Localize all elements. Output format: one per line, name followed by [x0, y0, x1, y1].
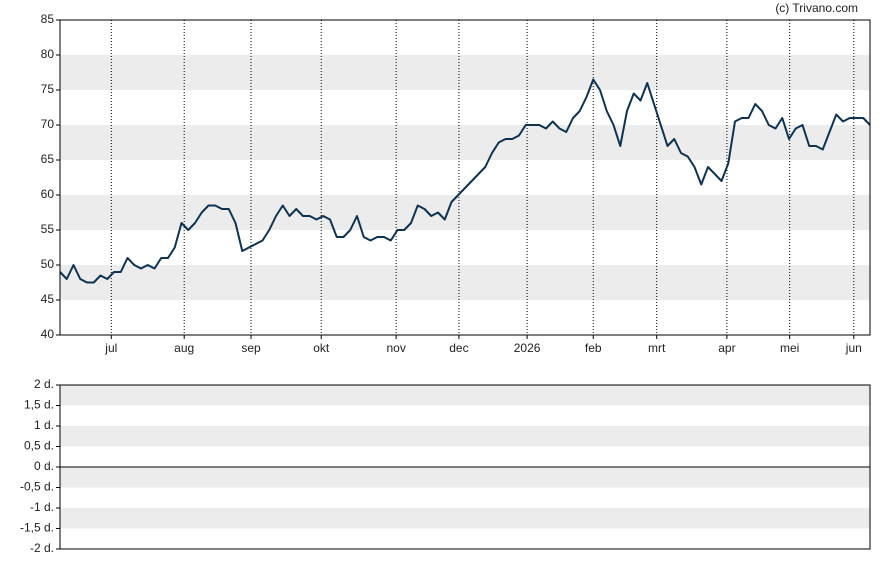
y-tick-label: -2 d. [30, 541, 54, 555]
y-tick-label: 75 [41, 82, 55, 96]
plot-frame [59, 384, 871, 550]
y-tick-label: 45 [41, 292, 55, 306]
plot-frame [59, 19, 871, 336]
y-tick-label: 1,5 d. [24, 398, 54, 412]
y-tick-label: 2 d. [34, 377, 54, 391]
y-tick-label: 60 [41, 187, 55, 201]
x-tick-label: dec [449, 341, 468, 355]
y-tick-label: -1 d. [30, 500, 54, 514]
y-tick-label: -1,5 d. [20, 521, 54, 535]
y-tick-label: 1 d. [34, 418, 54, 432]
x-tick-label: aug [174, 341, 194, 355]
x-tick-label: nov [386, 341, 405, 355]
y-tick-label: 85 [41, 12, 55, 26]
source: (c) Trivano.com [775, 1, 858, 15]
x-tick-label: mrt [648, 341, 666, 355]
grid-band [60, 508, 870, 529]
x-tick-label: mei [780, 341, 799, 355]
y-tick-label: 80 [41, 47, 55, 61]
x-tick-label: okt [313, 341, 330, 355]
y-tick-label: 55 [41, 222, 55, 236]
x-tick-label: jul [104, 341, 117, 355]
x-tick-label: sep [241, 341, 261, 355]
grid-band [60, 125, 870, 160]
y-tick-label: 65 [41, 152, 55, 166]
y-tick-label: 50 [41, 257, 55, 271]
x-tick-label: apr [718, 341, 735, 355]
y-tick-label: 40 [41, 327, 55, 341]
grid-band [60, 426, 870, 447]
grid-band [60, 385, 870, 406]
x-tick-label: 2026 [514, 341, 541, 355]
y-tick-label: 0,5 d. [24, 439, 54, 453]
x-tick-label: jun [845, 341, 862, 355]
price-line [59, 78, 871, 284]
grid-band [60, 467, 870, 488]
grid-band [60, 55, 870, 90]
x-tick-label: feb [585, 341, 602, 355]
y-tick-label: 70 [41, 117, 55, 131]
y-tick-label: -0,5 d. [20, 480, 54, 494]
grid-band [60, 265, 870, 300]
y-tick-label: 0 d. [34, 459, 54, 473]
